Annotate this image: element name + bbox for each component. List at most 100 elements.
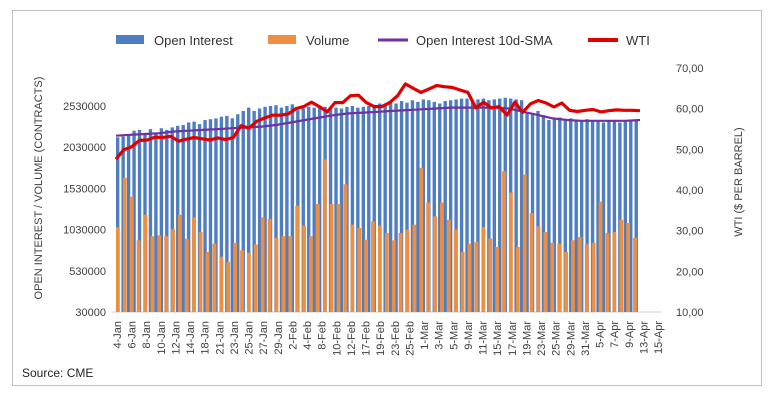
open-interest-bar <box>399 101 404 312</box>
volume-bar <box>591 242 596 312</box>
volume-bar <box>371 221 375 312</box>
volume-bar <box>550 242 555 312</box>
open-interest-bar <box>623 121 628 312</box>
open-interest-bar <box>274 105 278 313</box>
volume-bar <box>626 223 631 312</box>
y-left-tick-label: 2030000 <box>63 142 106 154</box>
wti-line <box>114 82 641 161</box>
open-interest-bar <box>372 105 376 313</box>
open-interest-bar <box>579 120 584 312</box>
open-interest-bar <box>285 106 289 312</box>
volume-bar <box>405 229 410 312</box>
open-interest-bar <box>459 98 464 312</box>
open-interest-bar <box>219 116 224 312</box>
open-interest-bar <box>432 101 436 312</box>
open-interest-bar <box>126 134 131 312</box>
volume-bar <box>474 241 479 312</box>
open-interest-bar <box>530 113 535 312</box>
open-interest-bar <box>225 115 229 312</box>
volume-bar <box>274 237 279 312</box>
volume-bar <box>529 213 534 312</box>
y-right-tick-label: 60,00 <box>676 104 704 116</box>
x-tick-label: 15-Apr <box>653 321 665 354</box>
volume-bar <box>633 237 637 312</box>
open-interest-bar <box>334 107 338 312</box>
x-tick-label: 15-Mar <box>492 321 504 356</box>
open-interest-bar <box>547 120 551 313</box>
volume-bar <box>426 202 431 312</box>
volume-bar <box>288 236 293 312</box>
volume-bar <box>536 226 541 312</box>
volume-bar <box>129 196 134 312</box>
volume-bar <box>343 184 348 312</box>
x-tick-label: 8-Feb <box>317 321 329 350</box>
y-right-tick-label: 50,00 <box>676 144 704 156</box>
x-tick-label: 17-Mar <box>507 321 519 356</box>
open-interest-bar <box>525 112 529 312</box>
open-interest-bar <box>536 110 540 312</box>
open-interest-bar <box>214 118 218 312</box>
volume-bar <box>364 239 369 312</box>
x-tick-label: 17-Feb <box>361 321 373 356</box>
y-right-tick-label: 70,00 <box>676 63 704 75</box>
volume-bar <box>253 244 258 312</box>
open-interest-bar <box>148 129 153 312</box>
legend-label: Open Interest 10d-SMA <box>416 33 553 48</box>
y-left-tick-label: 30000 <box>75 307 106 319</box>
x-tick-label: 19-Mar <box>521 321 533 356</box>
volume-bar <box>433 216 437 312</box>
volume-bar <box>619 219 624 312</box>
volume-bar <box>481 227 486 312</box>
open-interest-bar <box>137 129 142 312</box>
volume-bar <box>543 232 548 312</box>
x-tick-label: 18-Jan <box>200 321 212 355</box>
open-interest-bar <box>574 120 578 313</box>
y-left-tick-label: 1030000 <box>63 225 106 237</box>
volume-bar <box>136 240 141 312</box>
open-interest-bar <box>263 106 267 312</box>
volume-bar <box>157 235 162 312</box>
volume-bar <box>467 243 472 312</box>
volume-bar <box>309 236 313 312</box>
volume-bar <box>378 225 382 312</box>
volume-bar <box>267 218 272 312</box>
open-interest-bar <box>519 100 524 313</box>
volume-bar <box>598 201 603 312</box>
x-tick-label: 10-Feb <box>331 321 343 356</box>
open-interest-bar <box>208 119 213 313</box>
open-interest-bar <box>618 122 622 312</box>
open-interest-bar <box>629 120 633 312</box>
x-tick-label: 23-Mar <box>536 321 548 356</box>
volume-bar <box>605 232 610 312</box>
legend-swatch <box>116 35 144 44</box>
volume-bar <box>412 224 417 312</box>
x-tick-label: 13-Apr <box>638 321 650 354</box>
volume-bar <box>143 214 148 312</box>
open-interest-bar <box>421 99 426 313</box>
open-interest-sma-line <box>115 106 641 137</box>
volume-bar <box>522 174 527 312</box>
volume-bar <box>577 237 582 312</box>
volume-bar <box>384 232 389 312</box>
open-interest-bar <box>236 114 240 313</box>
x-tick-label: 25-Feb <box>404 321 416 356</box>
open-interest-bar <box>394 103 398 312</box>
volume-bar <box>212 243 217 312</box>
open-interest-bar <box>312 107 316 312</box>
y-right-tick-label: 40,00 <box>676 185 704 197</box>
open-interest-bar <box>154 133 158 312</box>
volume-bar <box>205 251 210 312</box>
volume-bar <box>178 214 182 312</box>
open-interest-bar <box>612 121 617 312</box>
volume-bar <box>357 227 362 312</box>
volume-bar <box>198 232 203 312</box>
y-left-tick-label: 1530000 <box>63 183 106 195</box>
open-interest-bar <box>634 120 638 312</box>
open-interest-bar <box>176 125 180 312</box>
open-interest-bar <box>596 121 600 312</box>
open-interest-bar <box>438 103 442 312</box>
open-interest-bar <box>159 128 164 312</box>
volume-bar <box>295 205 300 312</box>
x-tick-label: 3-Mar <box>434 321 446 350</box>
